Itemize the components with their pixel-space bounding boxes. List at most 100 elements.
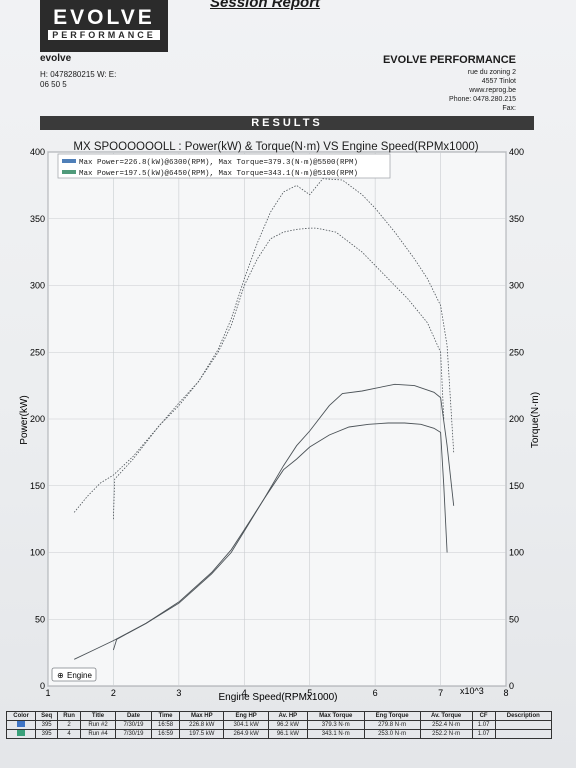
address-line: rue du zoning 2 xyxy=(467,69,516,76)
left-contact-line: H: 0478280215 W: E: xyxy=(40,70,117,79)
col-header: Eng Torque xyxy=(363,711,421,721)
report-title: Session Report xyxy=(210,0,321,11)
y-tick-label-right: 350 xyxy=(509,214,524,224)
table-cell: 252.2 N·m xyxy=(419,729,473,739)
table-header-row: Color Seq Run Title Date Time Max HP Eng… xyxy=(5,711,553,721)
x-axis-unit: x10^3 xyxy=(460,686,484,696)
table-cell: 2 xyxy=(57,720,82,730)
y-tick-label-right: 200 xyxy=(509,414,524,424)
table-cell: 264.9 kW xyxy=(223,729,269,739)
col-header: Av. HP xyxy=(267,711,308,721)
col-header: Eng HP xyxy=(223,711,269,721)
table-cell xyxy=(494,720,553,730)
run-table: Color Seq Run Title Date Time Max HP Eng… xyxy=(5,711,553,739)
table-cell: 379.3 N·m xyxy=(306,720,365,730)
power-curve-run-2 xyxy=(74,383,455,660)
table-cell: 395 xyxy=(35,720,59,730)
y-tick-label-right: 100 xyxy=(509,548,524,558)
table-cell: 96.2 kW xyxy=(267,720,308,730)
x-tick-label: 8 xyxy=(503,688,508,698)
engine-button[interactable] xyxy=(51,667,97,682)
table-cell: 197.5 kW xyxy=(179,729,225,739)
x-axis-label: Engine Speed(RPMx1000) xyxy=(219,692,338,703)
x-tick-label: 2 xyxy=(111,688,116,698)
evolve-logo: EVOLVE PERFORMANCE xyxy=(40,0,168,52)
x-tick-label: 4 xyxy=(242,688,247,698)
y-tick-label-left: 50 xyxy=(35,614,45,624)
col-header: Run xyxy=(57,711,82,721)
table-cell: 4 xyxy=(57,729,82,739)
x-tick-label: 5 xyxy=(307,688,312,698)
col-header: Description xyxy=(494,711,553,721)
table-cell: 304.1 kW xyxy=(223,720,269,730)
y-tick-label-left: 400 xyxy=(30,147,45,157)
col-header: Date xyxy=(114,711,152,721)
engine-button-label: Engine xyxy=(67,671,92,680)
y-tick-label-right: 50 xyxy=(509,614,519,624)
y-tick-label-right: 250 xyxy=(509,347,524,357)
col-header: Max Torque xyxy=(306,711,365,721)
col-header: Color xyxy=(5,711,37,721)
fax-line: Fax: xyxy=(502,105,516,112)
chart-title: MX SPOOOOOOLL : Power(kW) & Torque(N·m) … xyxy=(73,141,478,153)
table-cell: 395 xyxy=(35,729,59,739)
x-tick-label: 3 xyxy=(176,688,181,698)
table-cell: Run #2 xyxy=(80,720,116,730)
y-tick-label-right: 400 xyxy=(509,147,524,157)
y-tick-label-left: 200 xyxy=(30,414,45,424)
results-header: RESULTS xyxy=(40,116,534,130)
col-header: Av. Torque xyxy=(419,711,473,721)
table-cell: 343.1 N·m xyxy=(306,729,365,739)
table-cell: 7/30/19 xyxy=(114,720,152,730)
x-tick-label: 6 xyxy=(373,688,378,698)
table-row[interactable]: 395 4 Run #4 7/30/19 16:59 197.5 kW 264.… xyxy=(5,729,553,739)
legend-box xyxy=(57,153,391,179)
phone-line: Phone: 0478.280.215 xyxy=(449,96,516,103)
y-tick-label-left: 250 xyxy=(30,347,45,357)
col-header: Seq xyxy=(35,711,59,721)
table-cell: 226.8 kW xyxy=(179,720,225,730)
y-tick-label-left: 350 xyxy=(30,214,45,224)
city-line: 4557 Tinlot xyxy=(481,78,516,85)
table-cell xyxy=(494,729,553,739)
y-tick-label-right: 0 xyxy=(509,681,514,691)
table-cell: 1.07 xyxy=(471,729,496,739)
logo-main-text: EVOLVE xyxy=(53,6,155,29)
col-header: Time xyxy=(150,711,181,721)
logo-sub-text: PERFORMANCE xyxy=(48,30,160,40)
dyno-chart: 1 2 3 4 5 6 7 805010015020025030035040005010015… xyxy=(19,141,541,703)
x-tick-label: 1 xyxy=(45,688,50,698)
col-header: Title xyxy=(80,711,116,721)
left-contact-line: 06 50 5 xyxy=(40,80,67,89)
grid xyxy=(47,151,507,687)
table-cell: Run #4 xyxy=(80,729,116,739)
y-tick-label-left: 100 xyxy=(30,548,45,558)
legend-swatch-run2 xyxy=(62,159,76,163)
legend-item-run2: Max Power=226.8(kW)@6300(RPM), Max Torqu… xyxy=(79,159,358,167)
y-tick-label-left: 300 xyxy=(30,281,45,291)
left-contact: evolve H: 0478280215 W: E: 06 50 5 xyxy=(40,54,116,90)
col-header: Max HP xyxy=(179,711,225,721)
right-contact: EVOLVE PERFORMANCE rue du zoning 2 4557 … xyxy=(383,55,516,113)
table-cell: 16:58 xyxy=(150,720,181,730)
power-curve-run-4 xyxy=(112,422,448,651)
y-tick-label-left: 0 xyxy=(40,681,45,691)
table-cell: 7/30/19 xyxy=(114,729,152,739)
legend-swatch-run4 xyxy=(62,170,76,174)
color-cell xyxy=(5,729,37,739)
torque-curve-run-4 xyxy=(113,227,445,520)
x-tick-label: 7 xyxy=(438,688,443,698)
y-tick-label-left: 150 xyxy=(30,481,45,491)
table-cell: 253.0 N·m xyxy=(363,729,421,739)
table-cell: 16:59 xyxy=(150,729,181,739)
run2-color-swatch xyxy=(17,721,26,727)
table-cell: 1.07 xyxy=(471,720,496,730)
table-row[interactable]: 395 2 Run #2 7/30/19 16:58 226.8 kW 304.… xyxy=(5,720,553,730)
table-cell: 96.1 kW xyxy=(267,729,308,739)
website-line: www.reprog.be xyxy=(469,87,516,94)
table-cell: 252.4 N·m xyxy=(419,720,473,730)
y-axis-label-left: Power(kW) xyxy=(19,395,30,444)
col-header: CF xyxy=(471,711,496,721)
engine-button-icon: ⊕ xyxy=(57,671,64,680)
